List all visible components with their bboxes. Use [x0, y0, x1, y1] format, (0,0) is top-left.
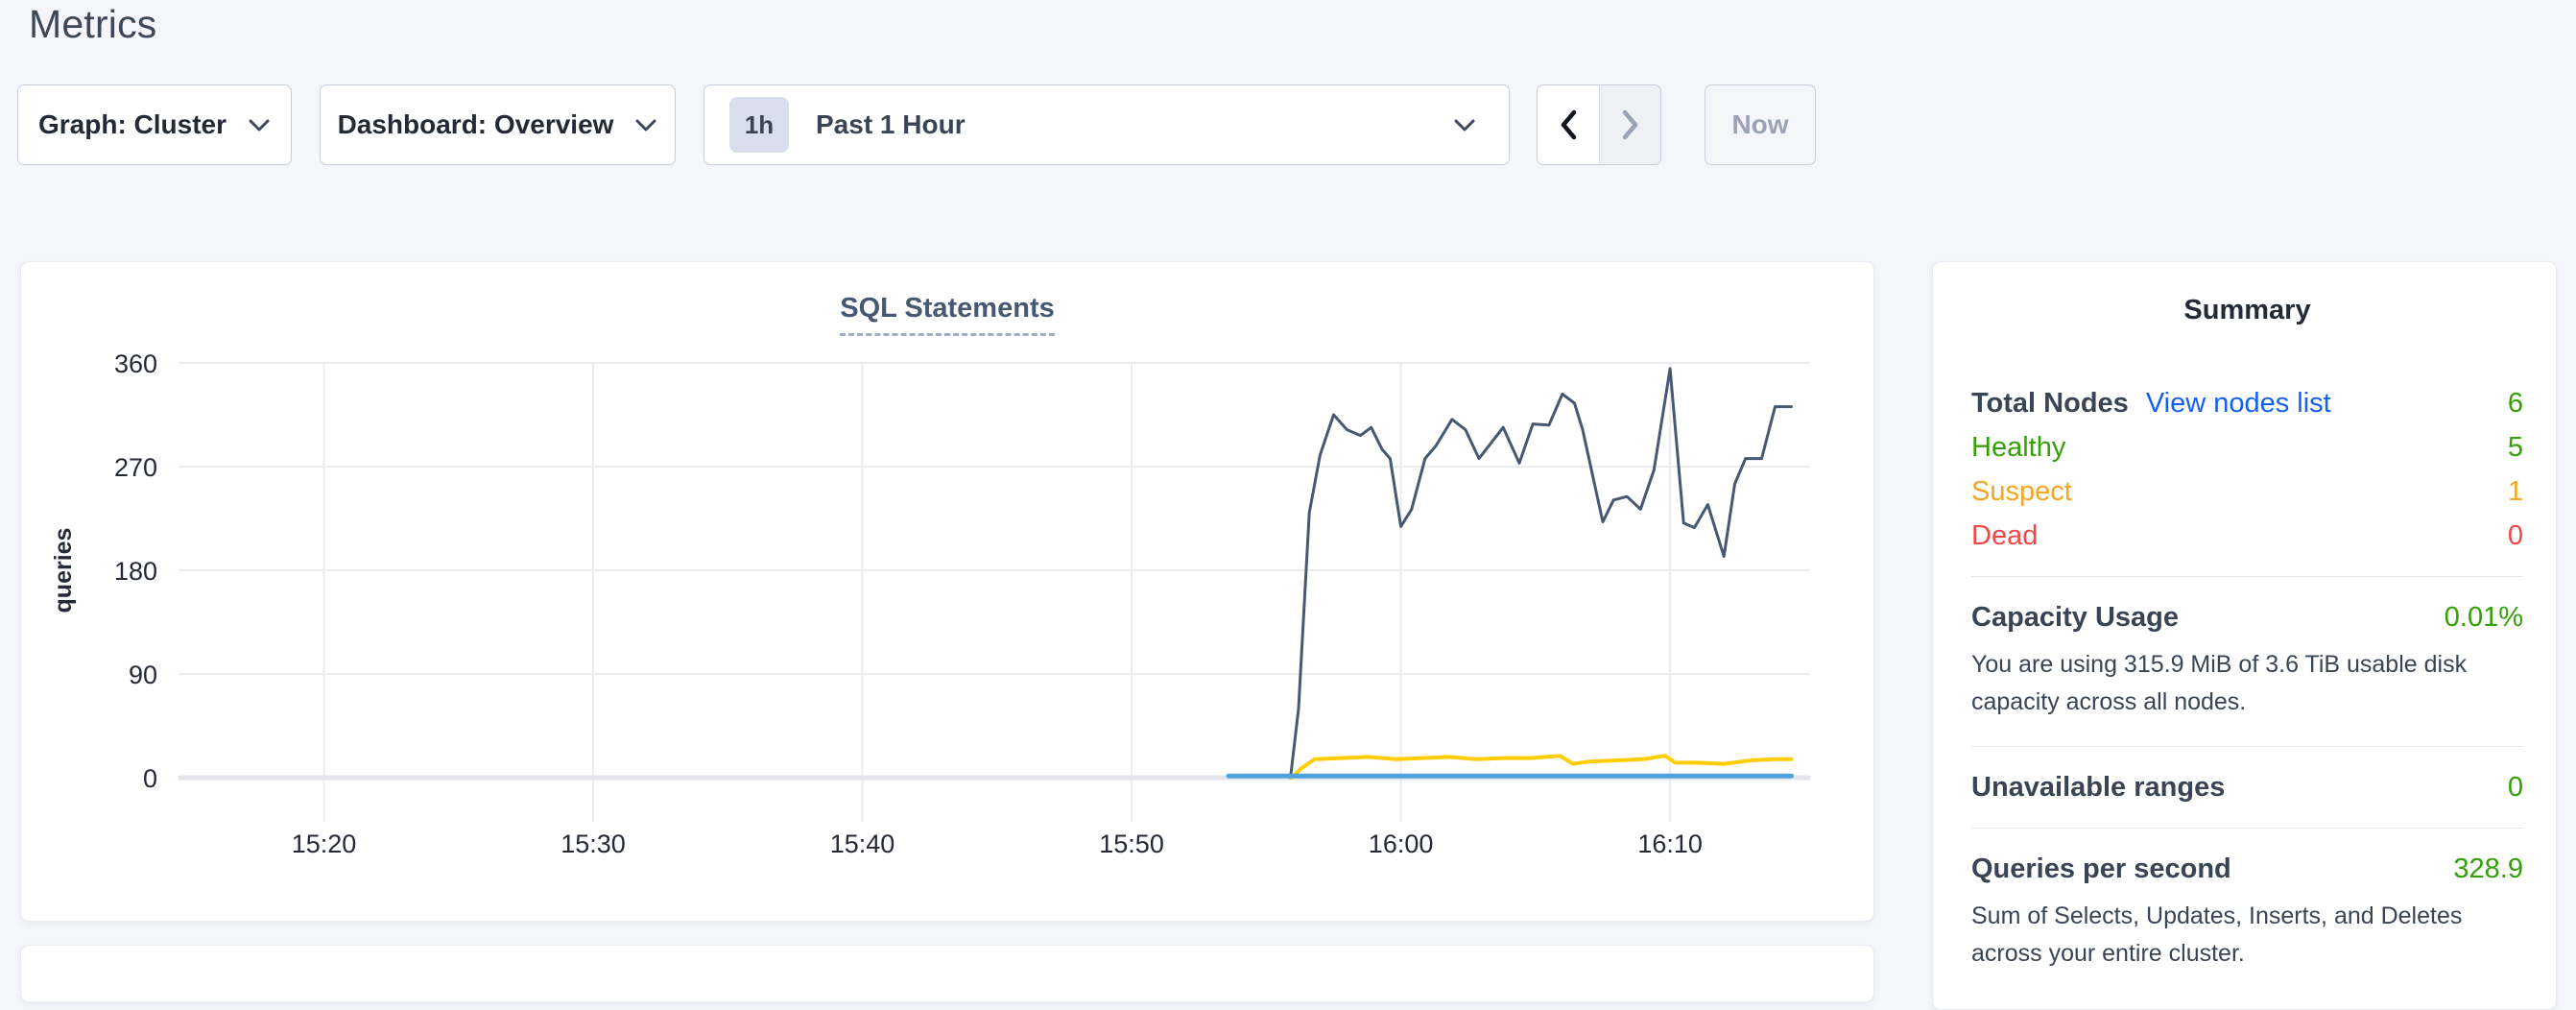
svg-text:16:00: 16:00	[1369, 830, 1434, 858]
suspect-nodes-row: Suspect 1	[1971, 476, 2523, 507]
healthy-value: 5	[2507, 432, 2523, 463]
now-button[interactable]: Now	[1705, 84, 1816, 165]
chevron-left-icon	[1561, 109, 1577, 140]
divider	[1971, 746, 2523, 747]
time-shift-prev-button[interactable]	[1538, 85, 1599, 164]
healthy-label: Healthy	[1971, 432, 2066, 463]
svg-text:queries: queries	[50, 528, 77, 613]
total-nodes-value: 6	[2507, 388, 2523, 419]
view-nodes-list-link[interactable]: View nodes list	[2145, 388, 2331, 419]
chevron-down-icon	[249, 119, 270, 131]
summary-panel: Summary Total Nodes View nodes list 6 Hea…	[1932, 261, 2557, 1010]
svg-text:15:40: 15:40	[830, 830, 895, 858]
queries-per-second-row: Queries per second 328.9	[1971, 854, 2523, 884]
svg-text:15:20: 15:20	[292, 830, 357, 858]
svg-text:90: 90	[129, 661, 157, 689]
sql-statements-chart-card: SQL Statements 15:20 15:30 15:40 15:50 16:00…	[20, 261, 1874, 922]
time-shift-button-group	[1537, 84, 1661, 165]
summary-rows: Total Nodes View nodes list 6 Healthy 5 S…	[1971, 388, 2523, 973]
next-chart-card-partial	[20, 945, 1874, 1002]
chevron-down-icon	[1454, 119, 1475, 131]
capacity-usage-value: 0.01%	[2444, 602, 2523, 633]
suspect-value: 1	[2507, 476, 2523, 507]
time-shift-next-button[interactable]	[1599, 85, 1660, 164]
chevron-down-icon	[635, 119, 656, 131]
svg-text:15:30: 15:30	[561, 830, 626, 858]
capacity-usage-row: Capacity Usage 0.01%	[1971, 602, 2523, 633]
total-nodes-label: Total Nodes	[1971, 388, 2129, 419]
svg-text:0: 0	[143, 764, 157, 793]
svg-text:270: 270	[114, 453, 157, 482]
toolbar: Graph: Cluster Dashboard: Overview 1h Pa…	[17, 84, 1816, 165]
svg-text:180: 180	[114, 557, 157, 586]
chart-title-row: SQL Statements	[21, 293, 1873, 336]
time-range-badge: 1h	[729, 97, 789, 153]
dead-value: 0	[2507, 520, 2523, 551]
chart-title[interactable]: SQL Statements	[840, 293, 1055, 336]
sql-statements-chart[interactable]: 15:20 15:30 15:40 15:50 16:00 16:10 0 90 180 270 3…	[21, 262, 1875, 923]
divider	[1971, 576, 2523, 577]
dashboard-dropdown[interactable]: Dashboard: Overview	[320, 84, 676, 165]
dashboard-dropdown-label: Dashboard: Overview	[337, 109, 614, 139]
time-range-label: Past 1 Hour	[816, 109, 966, 139]
graph-dropdown[interactable]: Graph: Cluster	[17, 84, 292, 165]
queries-per-second-label: Queries per second	[1971, 854, 2231, 884]
capacity-usage-label: Capacity Usage	[1971, 602, 2179, 633]
time-range-picker[interactable]: 1h Past 1 Hour	[704, 84, 1510, 165]
svg-text:360: 360	[114, 349, 157, 378]
dead-label: Dead	[1971, 520, 2039, 551]
capacity-usage-description: You are using 315.9 MiB of 3.6 TiB usabl…	[1971, 651, 2468, 715]
suspect-label: Suspect	[1971, 476, 2072, 507]
svg-text:16:10: 16:10	[1637, 830, 1703, 858]
unavailable-ranges-label: Unavailable ranges	[1971, 772, 2226, 803]
summary-title: Summary	[2183, 295, 2311, 325]
total-nodes-label-group: Total Nodes View nodes list	[1971, 388, 2331, 419]
total-nodes-row: Total Nodes View nodes list 6	[1971, 388, 2523, 419]
dead-nodes-row: Dead 0	[1971, 520, 2523, 551]
healthy-nodes-row: Healthy 5	[1971, 432, 2523, 463]
divider	[1971, 828, 2523, 829]
metrics-page: { "page": { "title": "Metrics", "backgro…	[17, 2, 2557, 1010]
svg-text:15:50: 15:50	[1099, 830, 1164, 858]
chevron-right-icon	[1622, 109, 1637, 140]
queries-per-second-description: Sum of Selects, Updates, Inserts, and De…	[1971, 902, 2463, 967]
page-title: Metrics	[29, 2, 157, 46]
graph-dropdown-label: Graph: Cluster	[37, 109, 227, 139]
unavailable-ranges-value: 0	[2507, 772, 2523, 803]
unavailable-ranges-row: Unavailable ranges 0	[1971, 772, 2523, 803]
queries-per-second-value: 328.9	[2453, 854, 2523, 884]
